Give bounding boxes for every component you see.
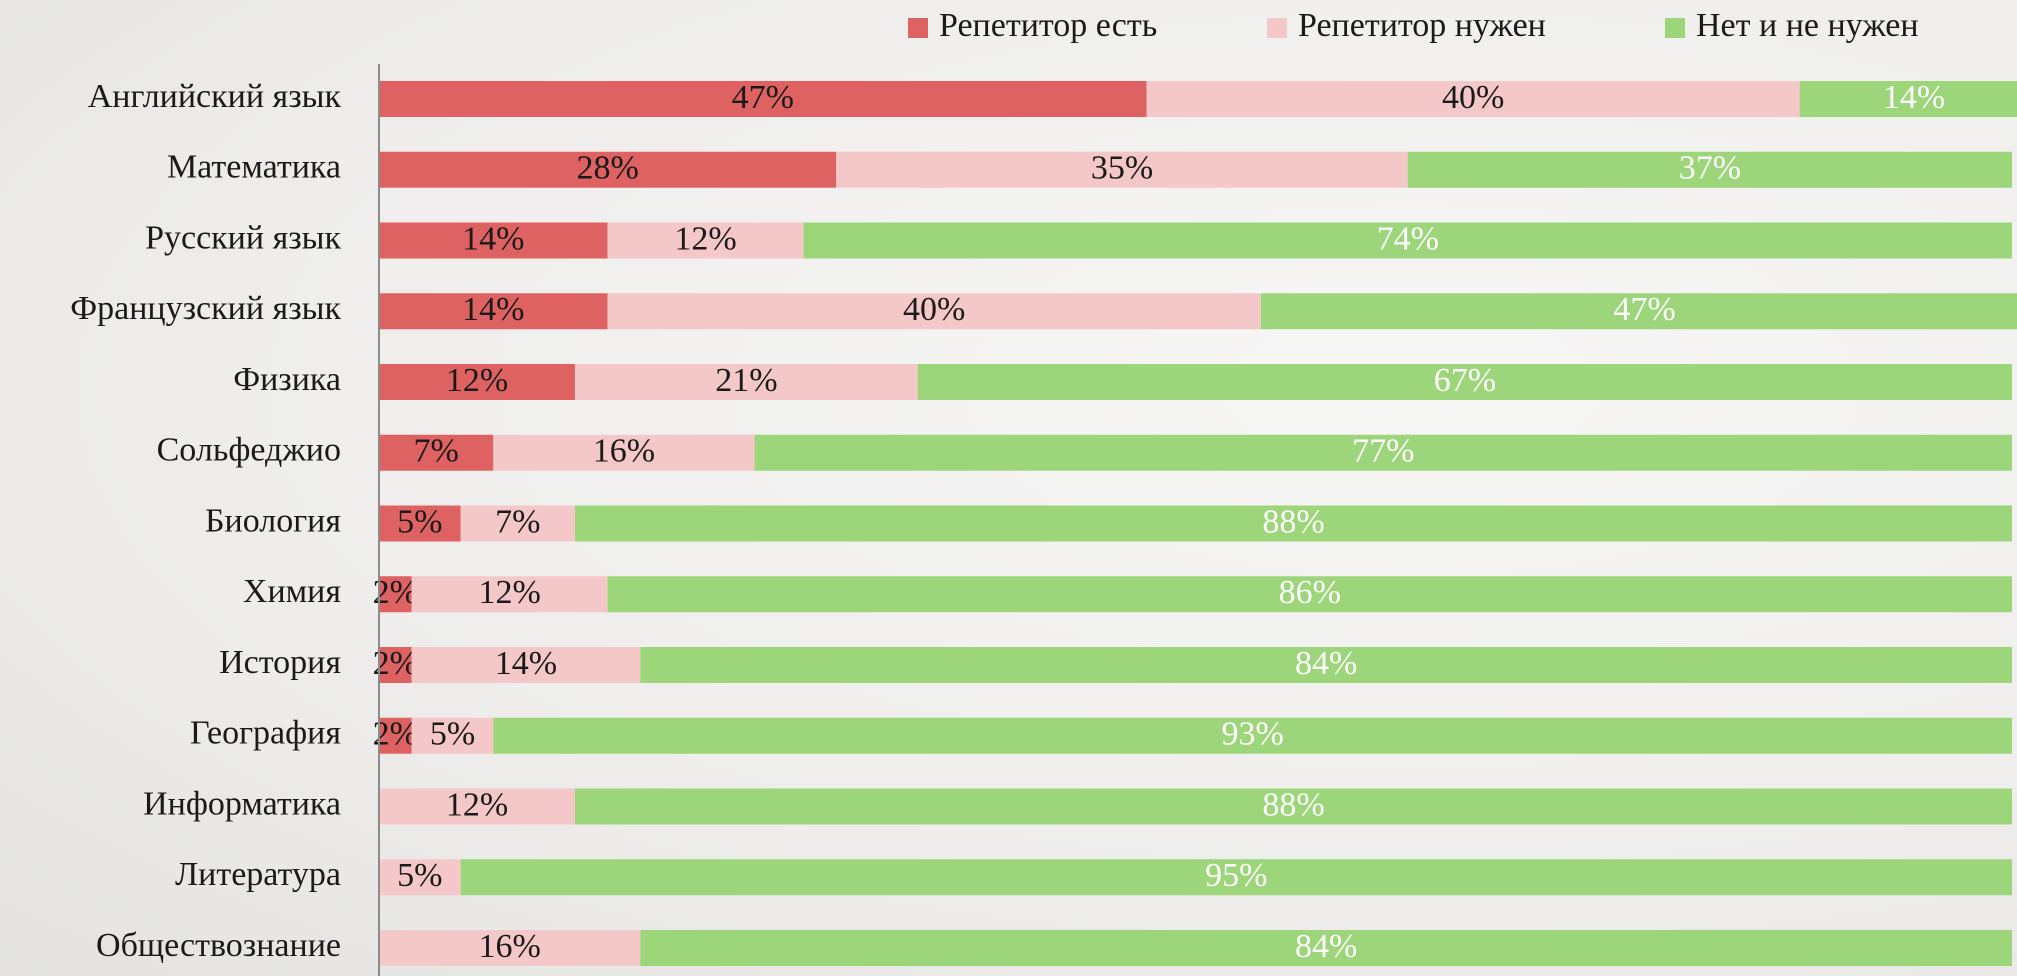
data-label: 14%	[462, 291, 524, 328]
bar-segment	[574, 788, 2013, 825]
bar-segment	[411, 576, 608, 613]
bar-segment	[379, 717, 412, 754]
data-label: 37%	[1679, 150, 1741, 187]
bar-segment	[607, 293, 1261, 330]
y-tick-label: История	[219, 644, 341, 681]
bar-segment	[379, 222, 608, 259]
bar-segment	[460, 505, 575, 542]
bar-segment	[607, 576, 2012, 613]
legend-label: Репетитор есть	[939, 7, 1157, 44]
data-label: 2%	[373, 716, 418, 753]
bar-segment	[379, 293, 608, 330]
y-tick-label: Французский язык	[70, 290, 341, 327]
bar-segment	[379, 364, 575, 400]
data-label: 88%	[1262, 786, 1324, 823]
data-label: 86%	[1279, 574, 1341, 611]
bar-segment	[379, 647, 412, 683]
bar-segment	[493, 434, 755, 471]
bar-segment	[379, 859, 461, 896]
y-tick-label: Математика	[167, 149, 341, 186]
y-tick-label: Русский язык	[145, 219, 341, 256]
bar-segment	[379, 434, 494, 471]
y-tick-label: Литература	[175, 856, 341, 893]
data-label: 16%	[593, 433, 655, 470]
data-label: 2%	[373, 645, 418, 682]
data-label: 7%	[413, 433, 458, 470]
data-label: 2%	[373, 574, 418, 611]
data-label: 84%	[1295, 645, 1357, 682]
y-tick-label: Сольфеджио	[157, 432, 341, 469]
data-label: 77%	[1352, 433, 1414, 470]
bar-segment	[640, 647, 2012, 683]
legend-label: Репетитор нужен	[1298, 7, 1546, 44]
y-tick-label: Химия	[243, 573, 341, 610]
bar-segment	[836, 151, 1408, 188]
bar-segment	[574, 505, 2013, 542]
data-label: 88%	[1262, 503, 1324, 540]
bar-segment	[379, 151, 837, 188]
y-tick-label: Физика	[233, 361, 341, 398]
bar-segment	[1146, 81, 1800, 117]
bar-segment	[379, 505, 461, 542]
data-label: 7%	[495, 503, 540, 540]
data-label: 47%	[1613, 291, 1675, 328]
bar-segment	[411, 647, 641, 683]
data-label: 5%	[430, 716, 475, 753]
bar-segment	[411, 717, 494, 754]
bar-segment	[754, 434, 2012, 471]
bar-segment	[917, 364, 2012, 400]
bar-segment	[379, 788, 575, 825]
bar-segment	[1407, 151, 2012, 188]
data-label: 16%	[478, 928, 540, 965]
bar-segment	[493, 717, 2012, 754]
bar-segment	[607, 222, 804, 259]
data-label: 21%	[715, 362, 777, 399]
legend-swatch	[1267, 18, 1287, 38]
data-label: 67%	[1434, 362, 1496, 399]
data-label: 14%	[1883, 79, 1945, 116]
y-tick-label: Информатика	[143, 785, 341, 822]
data-label: 40%	[1442, 79, 1504, 116]
data-label: 47%	[732, 79, 794, 116]
y-tick-label: Биология	[205, 502, 341, 539]
data-label: 93%	[1221, 716, 1283, 753]
bar-segment	[379, 576, 412, 613]
y-tick-label: Английский язык	[88, 78, 342, 115]
data-label: 12%	[674, 220, 736, 257]
bar-segment	[379, 81, 1147, 117]
legend-swatch	[1665, 18, 1685, 38]
bar-segment	[640, 930, 2012, 966]
legend-swatch	[908, 18, 928, 38]
data-label: 74%	[1377, 220, 1439, 257]
legend-label: Нет и не нужен	[1696, 7, 1919, 44]
data-label: 14%	[462, 220, 524, 257]
bar-segment	[803, 222, 2012, 259]
data-label: 14%	[495, 645, 557, 682]
data-label: 12%	[478, 574, 540, 611]
data-label: 35%	[1091, 150, 1153, 187]
data-label: 40%	[903, 291, 965, 328]
bar-segment	[574, 364, 918, 400]
y-tick-label: География	[190, 715, 341, 752]
bar-segment	[1799, 81, 2017, 117]
data-label: 12%	[446, 362, 508, 399]
data-label: 84%	[1295, 928, 1357, 965]
data-label: 5%	[397, 503, 442, 540]
y-tick-label: Обществознание	[96, 927, 341, 964]
data-label: 12%	[446, 786, 508, 823]
data-label: 28%	[576, 150, 638, 187]
bar-segment	[379, 930, 641, 966]
bar-segment	[460, 859, 2012, 896]
data-label: 95%	[1205, 857, 1267, 894]
bar-segment	[1260, 293, 2017, 330]
data-label: 5%	[397, 857, 442, 894]
